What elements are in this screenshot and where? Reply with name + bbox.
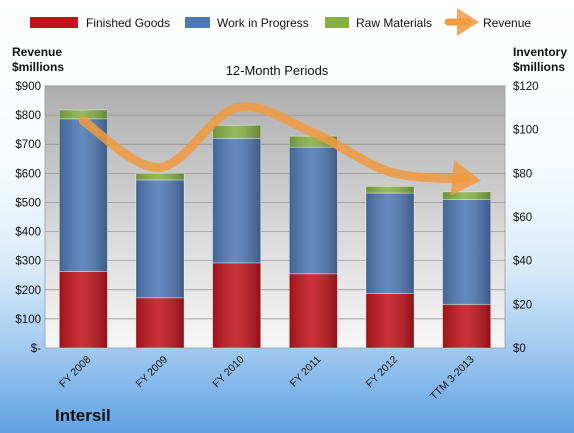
left-tick-label: $700 xyxy=(15,139,41,151)
category-label: FY 2011 xyxy=(288,354,324,390)
bar-stack xyxy=(365,186,415,349)
bar-shading xyxy=(442,199,491,305)
legend-item-raw-materials: Raw Materials xyxy=(325,16,432,30)
right-tick-label: $40 xyxy=(513,256,532,268)
category-label: FY 2009 xyxy=(134,354,171,391)
left-tick-label: $- xyxy=(31,343,41,355)
category-labels: FY 2008 FY 2009 FY 2010 FY 2011 FY 2012 TTM 3… xyxy=(57,354,477,403)
bar-stack xyxy=(288,135,338,349)
bar-stack xyxy=(212,124,262,349)
left-tick-label: $900 xyxy=(15,81,41,93)
bar-shading xyxy=(212,138,261,263)
bar-shading xyxy=(442,191,491,200)
right-tick-label: $120 xyxy=(513,81,539,93)
chart-title: 12-Month Periods xyxy=(226,63,329,78)
bar-stack xyxy=(442,191,492,349)
left-tick-label: $100 xyxy=(15,314,41,326)
bar-stack xyxy=(58,109,108,349)
legend-swatch-raw-materials xyxy=(325,17,349,28)
legend: Finished Goods Work in Progress Raw Mate… xyxy=(30,8,531,36)
bars xyxy=(58,109,492,349)
revenue-line xyxy=(78,102,482,196)
right-tick-label: $80 xyxy=(513,168,532,180)
company-name: Intersil xyxy=(55,406,111,425)
left-tick-label: $600 xyxy=(15,168,41,180)
right-tick-label: $20 xyxy=(513,299,532,311)
right-axis-title-line1: Inventory xyxy=(513,45,567,59)
right-axis-title-line2: $millions xyxy=(513,60,565,74)
bar-shading xyxy=(442,304,491,348)
legend-label-finished-goods: Finished Goods xyxy=(86,16,170,30)
bar-shading xyxy=(366,186,414,193)
plot-area xyxy=(44,85,506,349)
legend-item-revenue: Revenue xyxy=(444,8,531,36)
category-label: FY 2010 xyxy=(210,354,247,391)
right-tick-label: $60 xyxy=(513,212,532,224)
right-tick-label: $100 xyxy=(513,125,539,137)
left-axis-title-line2: $millions xyxy=(12,60,64,74)
revenue-series xyxy=(78,102,482,196)
bar-shading xyxy=(366,192,414,294)
left-axis-title-line1: Revenue xyxy=(12,45,62,59)
left-tick-label: $400 xyxy=(15,227,41,239)
category-label: FY 2012 xyxy=(364,354,401,391)
category-label: FY 2008 xyxy=(57,354,94,391)
bar-shading xyxy=(136,179,184,298)
legend-label-work-in-progress: Work in Progress xyxy=(217,16,309,30)
legend-item-finished-goods: Finished Goods xyxy=(30,16,170,30)
left-tick-label: $500 xyxy=(15,197,41,209)
bar-shading xyxy=(136,297,184,348)
bar-shading xyxy=(136,173,184,180)
left-tick-label: $200 xyxy=(15,285,41,297)
bar-shading xyxy=(59,271,108,348)
left-axis-ticks: $- $100 $200 $300 $400 $500 $600 $700 $800 $900 xyxy=(15,81,41,355)
right-axis-ticks: $0 $20 $40 $60 $80 $100 $120 xyxy=(513,81,539,355)
left-tick-label: $300 xyxy=(15,256,41,268)
legend-swatch-work-in-progress xyxy=(185,17,210,28)
bar-shading xyxy=(289,136,338,148)
left-tick-label: $800 xyxy=(15,110,41,122)
bar-shading xyxy=(59,110,108,119)
bar-shading xyxy=(59,118,108,272)
right-tick-label: $0 xyxy=(513,343,526,355)
bar-shading xyxy=(212,125,261,139)
legend-swatch-finished-goods xyxy=(30,17,78,28)
bar-shading xyxy=(289,147,338,274)
legend-item-work-in-progress: Work in Progress xyxy=(185,16,309,30)
bar-shading xyxy=(366,293,414,348)
bar-shading xyxy=(289,273,338,348)
legend-label-revenue: Revenue xyxy=(483,16,531,30)
legend-label-raw-materials: Raw Materials xyxy=(356,16,432,30)
bar-stack xyxy=(135,172,185,349)
bar-shading xyxy=(212,262,261,348)
category-label: TTM 3-2013 xyxy=(428,354,477,403)
